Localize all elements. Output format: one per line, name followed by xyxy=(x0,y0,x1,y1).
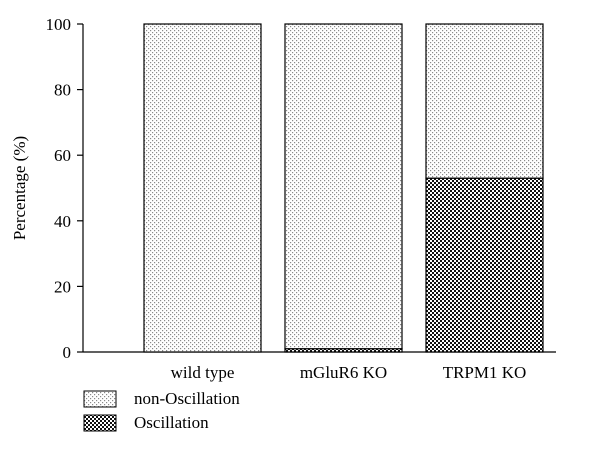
legend-swatch xyxy=(83,390,117,408)
legend-item: non-Oscillation xyxy=(83,389,240,408)
y-axis: 0 20 40 60 80 100 xyxy=(46,15,84,362)
bars xyxy=(143,23,544,353)
y-tick-label: 80 xyxy=(54,81,71,100)
bar-segment-non-oscillation xyxy=(143,23,262,353)
bar-group xyxy=(284,23,403,353)
legend-swatch xyxy=(83,414,117,432)
bar-segment-non-oscillation xyxy=(425,23,544,179)
bar-group xyxy=(143,23,262,353)
bar-segment-oscillation xyxy=(425,177,544,353)
bar-segment-non-oscillation xyxy=(284,23,403,350)
y-tick-label: 20 xyxy=(54,277,71,296)
y-axis-label: Percentage (%) xyxy=(10,136,29,240)
legend-label: Oscillation xyxy=(134,413,209,432)
x-tick-label: TRPM1 KO xyxy=(443,363,527,382)
x-tick-label: wild type xyxy=(171,363,235,382)
y-tick-label: 100 xyxy=(46,15,72,34)
bar-group xyxy=(425,23,544,353)
legend-item: Oscillation xyxy=(83,413,209,432)
y-tick-label: 0 xyxy=(63,343,72,362)
x-axis: wild type mGluR6 KO TRPM1 KO xyxy=(83,351,556,382)
y-tick-label: 60 xyxy=(54,146,71,165)
y-tick-label: 40 xyxy=(54,212,71,231)
x-tick-label: mGluR6 KO xyxy=(300,363,387,382)
legend-label: non-Oscillation xyxy=(134,389,240,408)
legend: non-Oscillation Oscillation xyxy=(83,389,240,432)
